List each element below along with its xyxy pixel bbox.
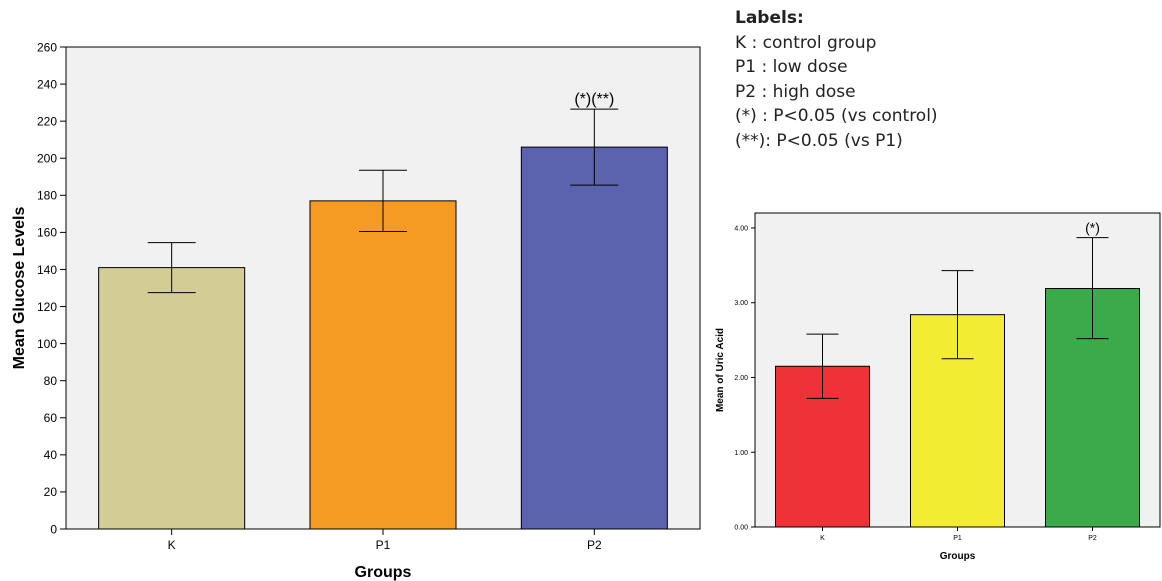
bar-K <box>98 267 246 530</box>
y-tick-label-4: 4.00 <box>734 225 748 232</box>
x-tick-label-K: K <box>820 535 825 542</box>
legend-title: Labels: <box>735 8 804 28</box>
legend-item-p2: P2 : high dose <box>735 81 856 102</box>
x-tick-label-P2: P2 <box>587 538 602 552</box>
bar-P2 <box>520 146 668 530</box>
y-tick-label-5: 100 <box>37 337 57 351</box>
y-axis-title: Mean of Uric Acid <box>715 328 726 412</box>
y-tick-label-9: 180 <box>37 189 57 203</box>
y-tick-label-3: 60 <box>44 411 58 425</box>
legend-item-sig-p1: (**): P<0.05 (vs P1) <box>735 130 903 151</box>
y-tick-label-12: 240 <box>37 77 57 91</box>
legend-item-k: K : control group <box>735 32 877 53</box>
y-tick-label-4: 80 <box>44 374 58 388</box>
legend-item-sig-control: (*) : P<0.05 (vs control) <box>735 106 938 126</box>
bar-P1 <box>309 200 457 530</box>
y-tick-label-0: 0 <box>50 522 57 536</box>
y-tick-label-1: 20 <box>44 485 58 499</box>
y-tick-label-3: 3.00 <box>734 300 748 307</box>
x-tick-label-K: K <box>168 538 176 552</box>
x-tick-label-P1: P1 <box>953 535 962 542</box>
y-tick-label-2: 2.00 <box>734 375 748 382</box>
glucose-chart: 0 20 40 60 80 100 120 140 160 180 200 220 240 260 K P1 P… <box>11 40 701 581</box>
y-tick-label-0: 0.00 <box>734 525 748 532</box>
x-axis-title: Groups <box>355 564 412 581</box>
y-tick-label-2: 40 <box>44 448 58 462</box>
y-axis-title: Mean Glucose Levels <box>11 207 28 370</box>
y-tick-label-7: 140 <box>37 263 57 277</box>
x-tick-label-P2: P2 <box>1088 535 1097 542</box>
legend: Labels: K : control group P1 : low dose … <box>735 6 938 153</box>
significance-label-P2: (*) <box>1085 220 1100 236</box>
significance-label-P2: (*)(**) <box>574 91 614 108</box>
y-tick-label-8: 160 <box>37 226 57 240</box>
y-tick-label-6: 120 <box>37 300 57 314</box>
y-tick-label-10: 200 <box>37 152 57 166</box>
y-tick-label-1: 1.00 <box>734 450 748 457</box>
x-axis-title: Groups <box>940 551 976 562</box>
y-tick-label-11: 220 <box>37 114 57 128</box>
legend-item-p1: P1 : low dose <box>735 57 848 77</box>
y-tick-label-13: 260 <box>37 40 57 54</box>
uric-acid-chart: 0.00 1.00 2.00 3.00 4.00 K P1 P2 (*) Groups Mean o… <box>715 212 1161 562</box>
x-tick-label-P1: P1 <box>376 538 391 552</box>
